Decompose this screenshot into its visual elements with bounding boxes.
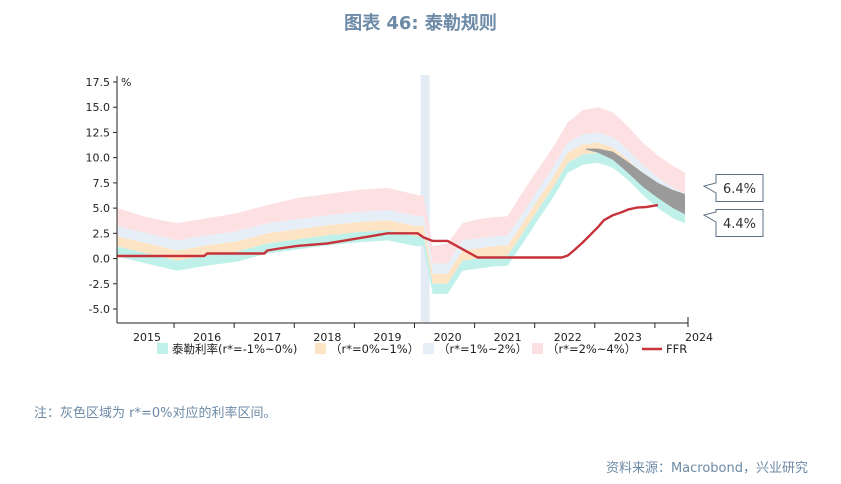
gray-band-r0 — [585, 148, 685, 215]
callout-box — [702, 209, 764, 237]
x-tick-label: 2023 — [614, 331, 642, 344]
callout-value: 6.4% — [723, 182, 756, 197]
plot-area — [117, 75, 685, 322]
x-tick-label: 2018 — [313, 331, 341, 344]
callout-value: 4.4% — [723, 217, 756, 232]
value-callouts: 6.4% 4.4% — [702, 174, 764, 237]
y-tick-label: 5.0 — [93, 202, 111, 215]
y-tick-label: 2.5 — [93, 227, 111, 240]
x-tick-label: 2022 — [554, 331, 582, 344]
y-tick-label: 12.5 — [86, 126, 111, 139]
x-tick-label: 2021 — [494, 331, 522, 344]
legend-label: （r*=2%~4%） — [547, 342, 636, 356]
y-tick-label: 15.0 — [86, 101, 111, 114]
x-tick-label: 2024 — [685, 331, 713, 344]
ffr-line — [117, 203, 659, 259]
x-tick-label: 2017 — [253, 331, 281, 344]
x-tick-label: 2016 — [193, 331, 221, 344]
recession-shading — [420, 75, 430, 322]
callout-box — [702, 174, 764, 202]
legend-swatch — [532, 343, 543, 354]
source-note: 资料来源：Macrobond，兴业研究 — [605, 461, 808, 476]
y-tick-label: 10.0 — [86, 152, 111, 165]
y-tick-label: -2.5 — [89, 278, 110, 291]
x-tick-label: 2019 — [373, 331, 401, 344]
legend-swatch — [315, 343, 326, 354]
axes: 17.5 15.0 12.5 10.0 7.5 5.0 2.5 0.0 -2.5 -5.0% 201… — [86, 76, 713, 344]
legend-label: 泰勒利率(r*=-1%~0%) — [172, 342, 297, 356]
y-tick-label: 0.0 — [93, 253, 111, 266]
legend-swatch — [423, 343, 434, 354]
legend-label: FFR — [666, 342, 687, 356]
footnote: 注：灰色区域为 r*=0%对应的利率区间。 — [34, 406, 277, 421]
band-series-4 — [117, 107, 685, 264]
legend-label: （r*=1%~2%） — [438, 342, 527, 356]
y-tick-label: 7.5 — [93, 177, 111, 190]
chart-title: 图表 46: 泰勒规则 — [344, 13, 497, 34]
x-tick-label: 2015 — [133, 331, 161, 344]
y-tick-label: 17.5 — [86, 76, 111, 89]
legend-label: （r*=0%~1%） — [330, 342, 419, 356]
y-unit-label: % — [121, 76, 131, 89]
x-tick-label: 2020 — [434, 331, 462, 344]
legend: 泰勒利率(r*=-1%~0%) （r*=0%~1%） （r*=1%~2%） （r*=2… — [157, 342, 687, 356]
y-tick-label: -5.0 — [89, 303, 110, 316]
legend-swatch — [157, 343, 168, 354]
